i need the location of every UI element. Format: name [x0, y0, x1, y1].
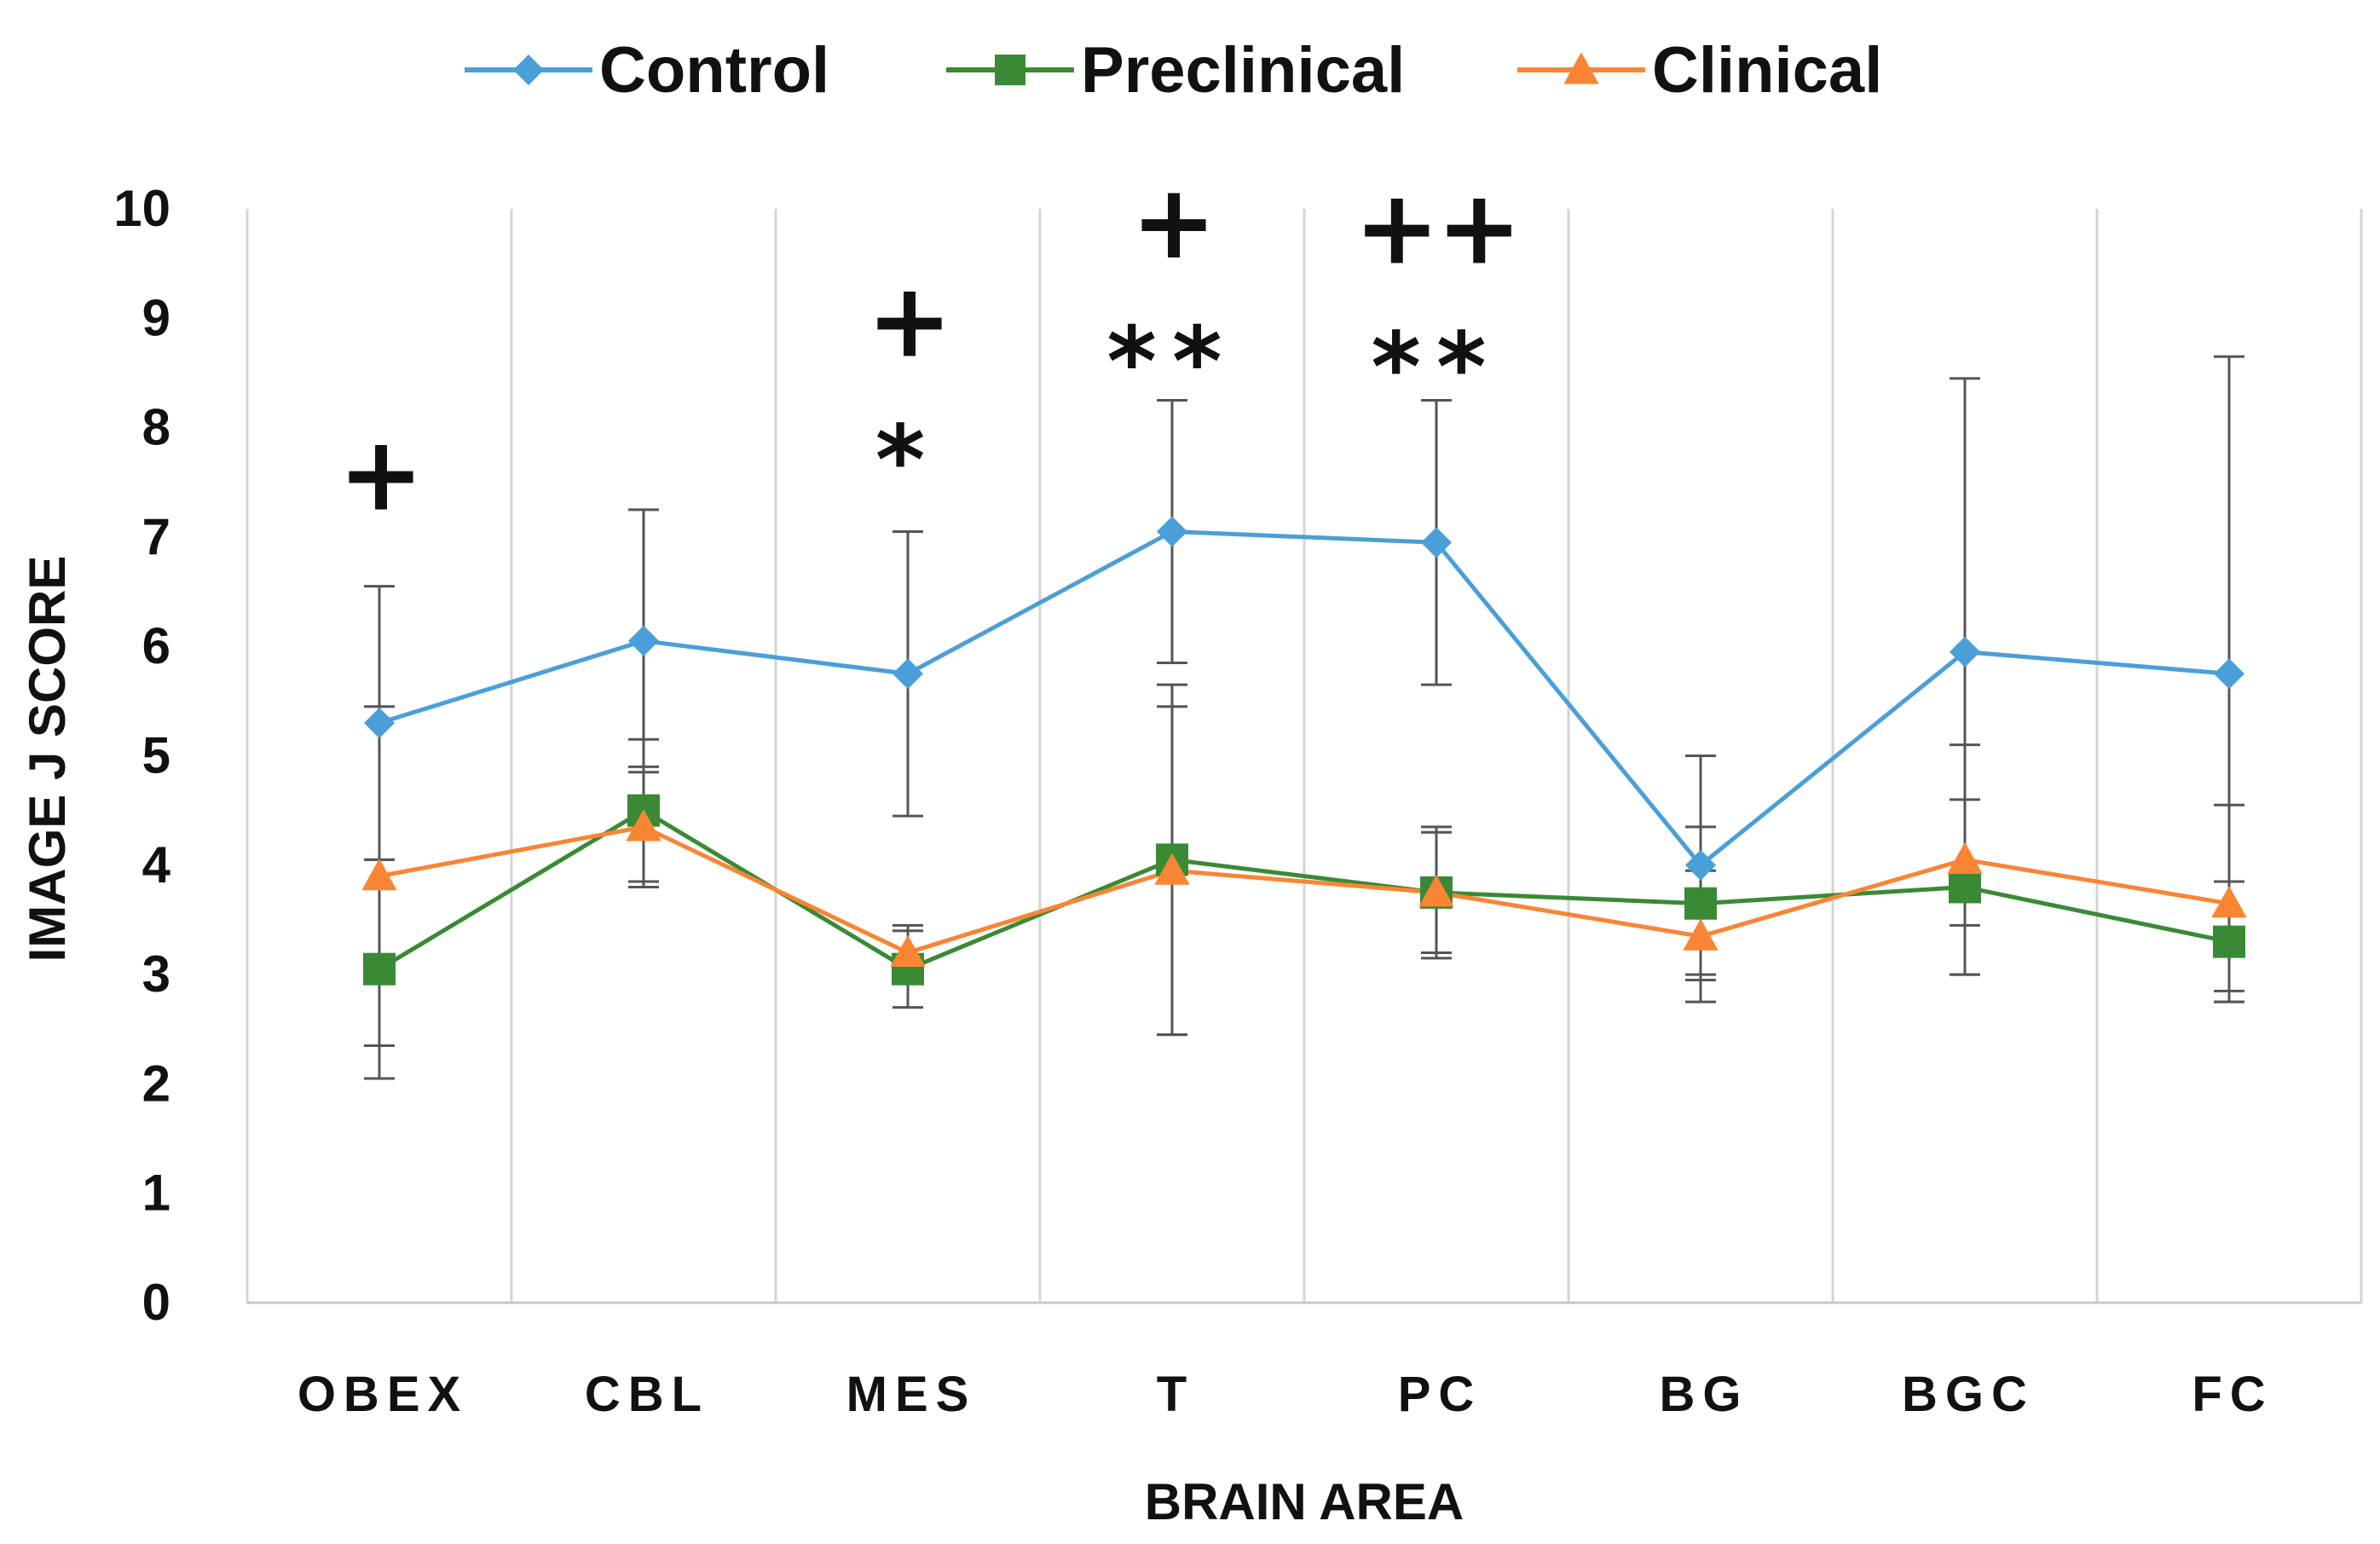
- y-tick-label: 4: [142, 836, 171, 893]
- control-legend-label: Control: [599, 34, 829, 107]
- series-markers: [361, 516, 2247, 986]
- y-tick-label: 2: [142, 1055, 170, 1112]
- clinical-line: [378, 824, 2230, 956]
- preclinical-legend-label: Preclinical: [1081, 34, 1405, 107]
- x-tick-label: BGC: [1902, 1367, 2035, 1422]
- preclinical-line: [378, 807, 2230, 972]
- clinical-legend-marker: [1563, 52, 1599, 84]
- control-point: [2214, 658, 2244, 690]
- clinical-point: [2211, 886, 2247, 918]
- y-tick-label: 0: [142, 1274, 170, 1331]
- clinical-legend-label: Clinical: [1652, 34, 1882, 107]
- clinical-point: [361, 858, 397, 891]
- preclinical-point: [363, 952, 396, 986]
- legend: Control Preclinical Clinical: [465, 34, 1882, 107]
- control-point: [1421, 527, 1452, 558]
- clinical-point: [626, 809, 661, 841]
- y-tick-label: 9: [142, 289, 170, 346]
- clinical-point: [1683, 918, 1719, 951]
- clinical-point: [1947, 841, 1983, 874]
- control-point: [1950, 636, 1980, 668]
- preclinical-legend-marker: [995, 55, 1025, 85]
- y-tick-label: 5: [142, 727, 170, 784]
- x-tick-labels: OBEX CBL MES T PC BG BGC FC: [298, 1367, 2273, 1422]
- significance-mark: **: [1371, 313, 1501, 424]
- clinical-point: [1418, 875, 1454, 907]
- x-tick-label: BG: [1660, 1367, 1749, 1422]
- x-axis-title: BRAIN AREA: [1145, 1473, 1464, 1530]
- control-line: [378, 529, 2230, 869]
- control-point: [1685, 849, 1716, 881]
- significance-mark: *: [875, 406, 941, 517]
- x-tick-label: CBL: [585, 1367, 709, 1422]
- control-point: [364, 708, 395, 739]
- x-tick-label: MES: [846, 1367, 977, 1422]
- significance-annotations: ++*+**++**: [338, 164, 1522, 534]
- preclinical-point: [1949, 870, 1981, 904]
- control-point: [628, 625, 659, 656]
- significance-mark: +: [338, 415, 421, 534]
- vertical-gridlines: [246, 209, 2363, 1303]
- significance-mark: +: [1131, 164, 1214, 282]
- x-tick-label: T: [1157, 1367, 1194, 1422]
- y-tick-label: 6: [142, 617, 170, 674]
- y-tick-label: 1: [142, 1165, 170, 1222]
- y-tick-label: 10: [113, 180, 170, 237]
- x-tick-label: OBEX: [298, 1367, 468, 1422]
- y-tick-label: 3: [142, 945, 170, 1003]
- preclinical-point: [1684, 887, 1717, 920]
- control-legend-marker: [513, 55, 544, 85]
- y-tick-label: 8: [142, 399, 170, 456]
- significance-mark: **: [1106, 307, 1237, 418]
- significance-mark: +: [867, 263, 950, 381]
- x-tick-label: PC: [1398, 1367, 1482, 1422]
- preclinical-point: [2213, 925, 2245, 958]
- significance-mark: ++: [1354, 170, 1518, 288]
- x-tick-label: FC: [2192, 1367, 2273, 1422]
- y-tick-label: 7: [142, 508, 170, 565]
- control-point: [892, 658, 923, 690]
- control-point: [1157, 516, 1187, 547]
- series-lines: [378, 529, 2230, 972]
- clinical-point: [890, 934, 926, 967]
- clinical-point: [1154, 853, 1190, 885]
- y-tick-labels: 0 1 2 3 4 5 6 7 8 9 10: [113, 180, 170, 1331]
- y-axis-title: IMAGE J SCORE: [19, 556, 76, 963]
